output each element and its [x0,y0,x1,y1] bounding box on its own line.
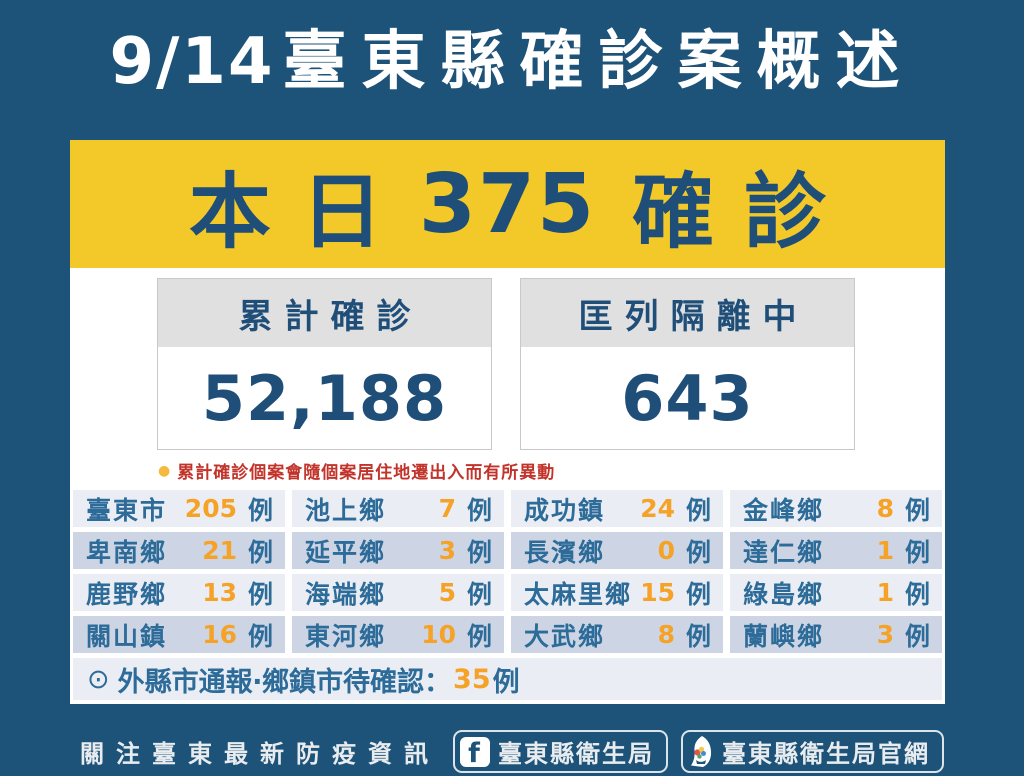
pending-unit: 例 [492,666,520,698]
case-count: 8 [657,620,675,649]
table-cell: 海端鄉 5 例 [292,574,504,611]
case-unit: 例 [466,621,492,651]
case-unit: 例 [904,537,930,567]
case-unit: 例 [247,579,273,609]
table-cell: 卑南鄉 21 例 [73,532,285,569]
banner-prefix: 本日 [188,164,413,260]
township-name: 延平鄉 [305,537,387,567]
table-cell: 鹿野鄉 13 例 [73,574,285,611]
isolation-value: 643 [621,361,754,435]
case-unit: 例 [247,537,273,567]
township-case-table: 臺東市 205 例 池上鄉 7 例 成功鎮 24 例 金峰鄉 8 例 卑南鄉 21 例 延平鄉 3 例 … [73,490,942,700]
footer-label: 關注臺東最新防疫資訊 [80,740,440,768]
circled-dot-icon: ⊙ [87,663,110,695]
case-unit: 例 [466,579,492,609]
case-unit: 例 [685,621,711,651]
table-cell: 延平鄉 3 例 [292,532,504,569]
case-count: 1 [876,536,894,565]
table-cell: 池上鄉 7 例 [292,490,504,527]
footer: 關注臺東最新防疫資訊 f 臺東縣衛生局 臺東縣衛生局官網 [0,730,1024,773]
facebook-icon: f [460,736,490,767]
remark-text: 累計確診個案會隨個案居住地遷出入而有所異動 [177,463,556,483]
title-text: 臺東縣確診案概述 [282,25,915,99]
table-cell: 綠島鄉 1 例 [730,574,942,611]
facebook-link-label: 臺東縣衛生局 [498,740,654,768]
township-name: 池上鄉 [305,495,387,525]
case-count: 13 [202,578,237,607]
case-count: 3 [876,620,894,649]
table-cell: 成功鎮 24 例 [511,490,723,527]
title-date: 9/14 [109,25,275,99]
page-title: 9/14 臺東縣確診案概述 [0,18,1024,108]
township-name: 東河鄉 [305,621,387,651]
banner-suffix: 確診 [632,164,857,260]
case-unit: 例 [685,579,711,609]
table-cell: 關山鎮 16 例 [73,616,285,653]
case-unit: 例 [904,621,930,651]
township-name: 成功鎮 [524,495,606,525]
township-name: 鹿野鄉 [86,579,168,609]
website-link-button[interactable]: 臺東縣衛生局官網 [681,730,944,773]
table-cell: 臺東市 205 例 [73,490,285,527]
bullet-icon: ● [158,462,171,479]
township-name: 海端鄉 [305,579,387,609]
cumulative-confirmed-card: 累計確診 52,188 [157,278,492,450]
case-count: 7 [438,494,456,523]
township-name: 臺東市 [86,495,168,525]
case-count: 1 [876,578,894,607]
case-unit: 例 [685,495,711,525]
case-count: 16 [202,620,237,649]
township-name: 關山鎮 [86,621,168,651]
township-name: 綠島鄉 [743,579,825,609]
table-cell: 長濱鄉 0 例 [511,532,723,569]
table-cell: 蘭嶼鄉 3 例 [730,616,942,653]
facebook-link-button[interactable]: f 臺東縣衛生局 [453,730,668,773]
case-unit: 例 [466,495,492,525]
township-name: 長濱鄉 [524,537,606,567]
township-name: 達仁鄉 [743,537,825,567]
website-link-label: 臺東縣衛生局官網 [722,740,930,768]
case-count: 0 [657,536,675,565]
township-name: 太麻里鄉 [524,579,633,609]
pending-count: 35 [453,663,491,695]
cumulative-confirmed-label: 累計確診 [158,279,491,347]
township-name: 卑南鄉 [86,537,168,567]
township-name: 大武鄉 [524,621,606,651]
township-name: 金峰鄉 [743,495,825,525]
case-unit: 例 [247,495,273,525]
case-unit: 例 [904,579,930,609]
health-bureau-logo-icon [691,735,712,767]
content-panel: 累計確診 52,188 匡列隔離中 643 ● 累計確診個案會隨個案居住地遷出入… [70,268,945,704]
case-count: 24 [640,494,675,523]
case-unit: 例 [247,621,273,651]
table-cell: 金峰鄉 8 例 [730,490,942,527]
isolation-card: 匡列隔離中 643 [520,278,855,450]
cumulative-remark: ● 累計確診個案會隨個案居住地遷出入而有所異動 [158,458,555,483]
case-count: 8 [876,494,894,523]
case-count: 5 [438,578,456,607]
pending-summary-text: 外縣市通報‧鄉鎮市待確認： [117,666,452,698]
case-count: 15 [640,578,675,607]
table-cell: 太麻里鄉 15 例 [511,574,723,611]
cumulative-confirmed-value: 52,188 [201,361,448,435]
banner-daily-count: 375 [418,156,597,252]
case-count: 3 [438,536,456,565]
case-unit: 例 [685,537,711,567]
case-unit: 例 [466,537,492,567]
daily-count-banner: 本日 375 確診 [70,140,945,268]
isolation-label: 匡列隔離中 [521,279,854,347]
case-count: 205 [184,494,237,523]
case-unit: 例 [904,495,930,525]
table-cell: 達仁鄉 1 例 [730,532,942,569]
table-cell: 大武鄉 8 例 [511,616,723,653]
case-count: 21 [202,536,237,565]
case-count: 10 [421,620,456,649]
township-name: 蘭嶼鄉 [743,621,825,651]
pending-summary-row: ⊙ 外縣市通報‧鄉鎮市待確認： 35 例 [73,658,942,700]
table-cell: 東河鄉 10 例 [292,616,504,653]
